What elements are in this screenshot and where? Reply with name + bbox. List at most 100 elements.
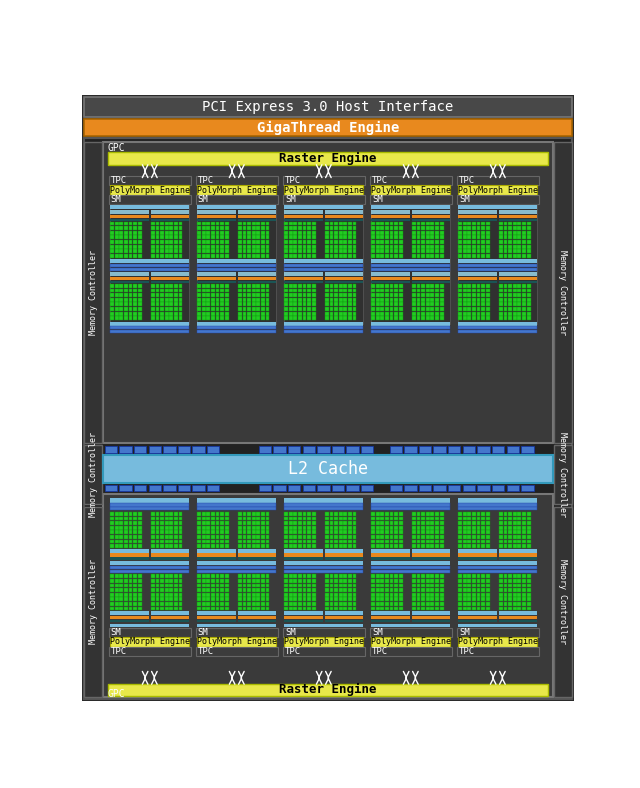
Bar: [339, 516, 342, 520]
Bar: [527, 545, 531, 548]
Bar: [344, 574, 348, 578]
Bar: [202, 221, 205, 225]
Bar: [303, 284, 307, 288]
Bar: [554, 445, 572, 504]
Bar: [426, 607, 429, 611]
Bar: [170, 602, 173, 606]
Bar: [522, 545, 526, 548]
Bar: [458, 281, 497, 283]
Bar: [486, 254, 490, 258]
Bar: [196, 195, 278, 204]
Bar: [243, 516, 246, 520]
Bar: [334, 293, 338, 297]
Bar: [156, 526, 159, 530]
Bar: [174, 254, 178, 258]
Bar: [110, 498, 189, 503]
Bar: [394, 597, 398, 601]
Bar: [293, 574, 297, 578]
Bar: [527, 602, 531, 606]
Bar: [284, 268, 364, 271]
Bar: [261, 240, 265, 244]
Bar: [252, 231, 255, 235]
Bar: [417, 254, 420, 258]
Bar: [330, 240, 333, 244]
Bar: [303, 545, 307, 548]
Bar: [197, 245, 201, 248]
Bar: [206, 602, 210, 606]
Bar: [380, 226, 384, 230]
Bar: [206, 574, 210, 578]
Bar: [486, 249, 490, 253]
Bar: [298, 545, 302, 548]
Bar: [334, 249, 338, 253]
Bar: [527, 512, 531, 516]
Bar: [421, 597, 425, 601]
Bar: [238, 240, 242, 244]
Bar: [463, 485, 475, 491]
Bar: [376, 526, 380, 530]
Bar: [508, 588, 512, 592]
Bar: [160, 236, 164, 240]
Bar: [458, 273, 497, 277]
Bar: [380, 240, 384, 244]
Bar: [115, 249, 118, 253]
Bar: [522, 583, 526, 587]
Bar: [243, 240, 246, 244]
Bar: [298, 512, 302, 516]
Bar: [266, 307, 269, 311]
Bar: [385, 588, 389, 592]
Bar: [435, 288, 439, 292]
Bar: [458, 298, 462, 302]
Bar: [513, 579, 516, 583]
Bar: [417, 221, 420, 225]
Bar: [499, 231, 503, 235]
Bar: [266, 574, 269, 578]
Bar: [458, 535, 462, 539]
Bar: [504, 293, 508, 297]
Bar: [390, 607, 394, 611]
Bar: [119, 530, 123, 534]
Bar: [472, 249, 476, 253]
Bar: [156, 307, 159, 311]
Bar: [499, 277, 538, 280]
Bar: [522, 307, 526, 311]
Bar: [433, 485, 446, 491]
Bar: [344, 298, 348, 302]
Bar: [421, 574, 425, 578]
Bar: [417, 526, 420, 530]
Bar: [261, 254, 265, 258]
Bar: [426, 307, 429, 311]
Text: Memory Controller: Memory Controller: [89, 432, 98, 517]
Bar: [371, 507, 451, 511]
Bar: [330, 588, 333, 592]
Bar: [307, 231, 311, 235]
Bar: [151, 579, 155, 583]
Bar: [110, 226, 114, 230]
Bar: [412, 579, 416, 583]
Bar: [243, 602, 246, 606]
Bar: [266, 284, 269, 288]
Bar: [284, 579, 288, 583]
Bar: [481, 245, 485, 248]
Bar: [330, 540, 333, 544]
Bar: [119, 545, 123, 548]
Bar: [417, 521, 420, 525]
Bar: [394, 545, 398, 548]
Bar: [160, 288, 164, 292]
Bar: [110, 574, 114, 578]
Bar: [330, 226, 333, 230]
Bar: [156, 521, 159, 525]
Bar: [170, 284, 173, 288]
Bar: [371, 623, 451, 627]
Bar: [257, 602, 260, 606]
Bar: [481, 512, 485, 516]
Bar: [129, 221, 132, 225]
Bar: [421, 316, 425, 320]
Bar: [353, 602, 356, 606]
Bar: [385, 545, 389, 548]
Bar: [133, 293, 137, 297]
Bar: [129, 284, 132, 288]
Bar: [371, 288, 375, 292]
Bar: [197, 549, 236, 552]
Bar: [417, 312, 420, 315]
